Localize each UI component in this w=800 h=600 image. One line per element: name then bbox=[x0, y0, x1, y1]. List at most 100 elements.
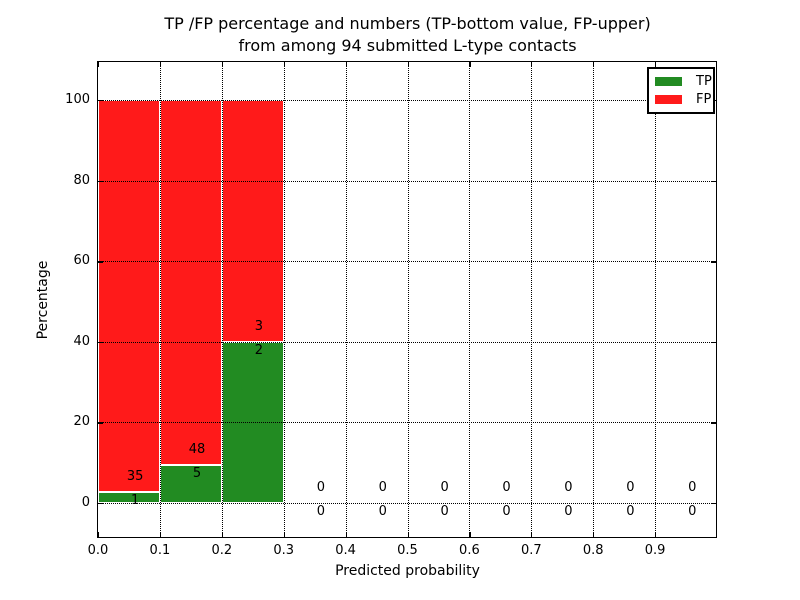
bar-segment-fp bbox=[221, 100, 284, 342]
x-tick-label: 0.6 bbox=[459, 543, 480, 558]
gridline-horizontal bbox=[98, 502, 716, 504]
legend-swatch-tp-icon bbox=[655, 77, 682, 86]
y-tick-label: 40 bbox=[73, 333, 90, 349]
x-tick-mark bbox=[407, 62, 409, 67]
y-tick-mark bbox=[98, 100, 103, 102]
tp-count-label: 0 bbox=[688, 504, 697, 520]
gridline-vertical bbox=[283, 62, 285, 537]
y-tick-label: 60 bbox=[73, 253, 90, 269]
y-tick-mark bbox=[711, 422, 716, 424]
bar-segment-tp bbox=[159, 464, 222, 503]
tp-count-label: 0 bbox=[378, 504, 387, 520]
y-tick-mark bbox=[98, 422, 103, 424]
legend: TP FP bbox=[647, 67, 715, 114]
y-tick-mark bbox=[711, 261, 716, 263]
y-tick-mark bbox=[98, 261, 103, 263]
x-tick-label: 0.4 bbox=[335, 543, 356, 558]
x-tick-label: 0.2 bbox=[211, 543, 233, 558]
legend-label: FP bbox=[696, 92, 712, 107]
gridline-horizontal bbox=[98, 180, 716, 182]
chart-title: TP /FP percentage and numbers (TP-bottom… bbox=[98, 13, 717, 57]
tp-count-label: 0 bbox=[626, 504, 635, 520]
y-tick-mark bbox=[711, 502, 716, 505]
x-axis-label: Predicted probability bbox=[335, 563, 480, 579]
x-tick-mark bbox=[221, 532, 223, 537]
fp-count-label: 0 bbox=[502, 479, 511, 495]
x-tick-mark bbox=[469, 532, 471, 537]
x-tick-mark bbox=[159, 62, 162, 67]
y-tick-mark bbox=[98, 502, 103, 505]
chart-title-line-2: from among 94 submitted L-type contacts bbox=[238, 36, 577, 55]
y-tick-mark bbox=[711, 341, 716, 344]
tp-count-label: 0 bbox=[564, 504, 573, 520]
fp-count-label: 0 bbox=[378, 479, 387, 495]
gridline-vertical bbox=[221, 62, 223, 537]
x-tick-mark bbox=[159, 532, 162, 537]
gridline-horizontal bbox=[98, 261, 716, 263]
gridline-vertical bbox=[531, 62, 533, 537]
x-tick-mark bbox=[593, 532, 595, 537]
x-tick-label: 0.8 bbox=[582, 543, 604, 558]
gridline-vertical bbox=[593, 62, 595, 537]
x-tick-label: 0.9 bbox=[644, 543, 666, 558]
x-tick-mark bbox=[221, 62, 223, 67]
x-tick-mark bbox=[283, 62, 285, 67]
tp-count-label: 0 bbox=[440, 504, 449, 520]
fp-count-label: 0 bbox=[316, 479, 325, 495]
tp-count-label: 0 bbox=[316, 504, 325, 520]
gridline-horizontal bbox=[98, 341, 716, 343]
tp-count-label: 1 bbox=[130, 492, 140, 508]
x-tick-mark bbox=[469, 62, 471, 67]
x-tick-mark bbox=[531, 532, 533, 537]
fp-count-label: 0 bbox=[564, 479, 573, 495]
fp-count-label: 3 bbox=[254, 318, 264, 334]
gridline-vertical bbox=[159, 62, 161, 537]
tp-count-label: 0 bbox=[502, 504, 511, 520]
x-tick-label: 0.5 bbox=[397, 543, 418, 558]
x-tick-mark bbox=[407, 532, 409, 537]
x-tick-mark bbox=[98, 532, 100, 537]
chart-title-line-1: TP /FP percentage and numbers (TP-bottom… bbox=[164, 14, 651, 33]
x-tick-mark bbox=[283, 532, 285, 537]
bar-segment-fp bbox=[98, 100, 160, 492]
x-tick-mark bbox=[593, 62, 595, 67]
x-tick-label: 0.0 bbox=[87, 543, 109, 558]
y-tick-mark bbox=[98, 180, 103, 182]
x-tick-label: 0.3 bbox=[273, 543, 295, 558]
bar-segment-tp bbox=[98, 491, 160, 503]
tp-count-label: 5 bbox=[192, 466, 202, 482]
legend-entry: FP bbox=[655, 92, 711, 107]
fp-count-label: 0 bbox=[440, 479, 449, 495]
y-tick-label: 20 bbox=[73, 414, 90, 430]
bar-segment-fp bbox=[159, 100, 222, 465]
fp-count-label: 0 bbox=[626, 479, 635, 495]
y-axis-label: Percentage bbox=[35, 260, 51, 340]
gridline-vertical bbox=[407, 62, 409, 537]
x-tick-mark bbox=[655, 62, 657, 67]
gridline-vertical bbox=[469, 62, 471, 537]
x-tick-label: 0.1 bbox=[149, 543, 171, 558]
gridline-vertical bbox=[345, 62, 347, 537]
x-tick-mark bbox=[345, 62, 347, 67]
y-tick-mark bbox=[711, 180, 716, 182]
legend-entry: TP bbox=[655, 74, 712, 89]
fp-count-label: 35 bbox=[126, 468, 144, 484]
gridline-vertical bbox=[655, 62, 657, 537]
x-tick-mark bbox=[98, 62, 100, 67]
x-tick-label: 0.7 bbox=[520, 543, 542, 558]
gridline-horizontal bbox=[98, 422, 716, 424]
y-tick-label: 0 bbox=[81, 494, 90, 510]
x-tick-mark bbox=[655, 532, 657, 537]
fp-count-label: 48 bbox=[188, 441, 206, 457]
legend-swatch-fp-icon bbox=[655, 95, 682, 104]
x-tick-mark bbox=[345, 532, 347, 537]
fp-count-label: 0 bbox=[688, 479, 697, 495]
y-tick-mark bbox=[98, 341, 103, 344]
gridline-horizontal bbox=[98, 100, 716, 102]
legend-label: TP bbox=[696, 74, 712, 89]
tp-count-label: 2 bbox=[254, 342, 264, 358]
y-tick-label: 80 bbox=[73, 172, 90, 188]
plot-area: 35 1 48 5 3 2 0 0 0 0 0 0 0 0 0 0 0 0 0 0 bbox=[97, 61, 717, 538]
x-tick-mark bbox=[531, 62, 533, 67]
